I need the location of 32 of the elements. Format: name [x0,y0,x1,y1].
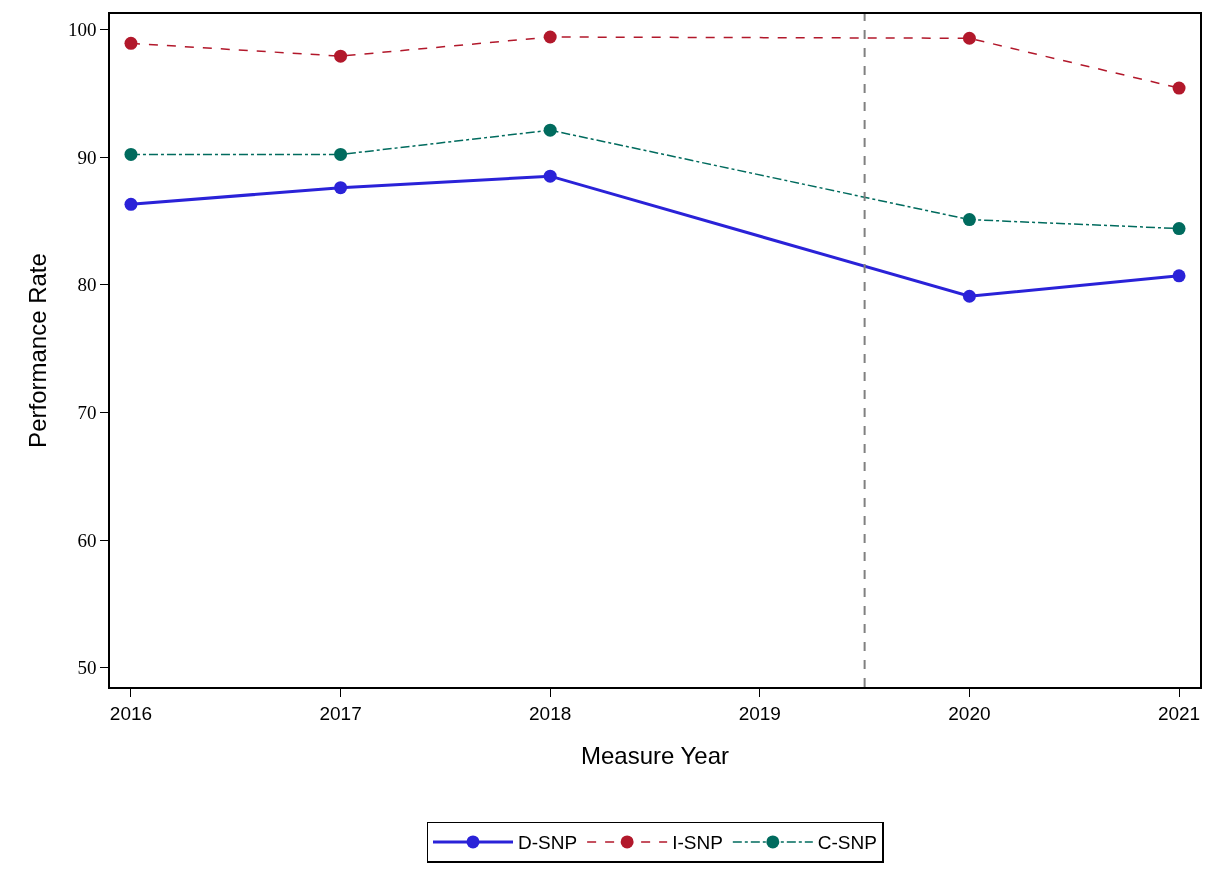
y-tick-label: 60 [77,529,97,551]
point [1172,269,1186,283]
point [543,123,557,137]
y-tick-label: 50 [77,657,97,679]
point [962,213,976,227]
point [962,31,976,45]
y-tick-label: 100 [67,18,97,40]
point [962,289,976,303]
x-tick-label: 2020 [948,702,991,724]
point [334,181,348,195]
point [1172,81,1186,95]
legend-label: D-SNP [518,832,578,854]
legend-label: C-SNP [817,832,877,854]
x-tick-label: 2018 [529,702,572,724]
point [543,169,557,183]
point [124,147,138,161]
y-axis-title: Performance Rate [23,253,51,448]
point [124,197,138,211]
point [334,147,348,161]
x-tick-label: 2019 [738,702,781,724]
point [1172,222,1186,236]
point [334,49,348,63]
x-axis-title: Measure Year [580,742,730,770]
x-tick-label: 2021 [1157,702,1201,724]
y-tick-label: 80 [77,274,97,296]
point [543,30,557,44]
x-tick-label: 2016 [109,702,153,724]
y-tick-label: 70 [77,402,97,424]
y-tick-label: 90 [77,146,97,168]
point [124,36,138,50]
legend-label: I-SNP [672,832,723,854]
x-tick-label: 2017 [319,702,362,724]
